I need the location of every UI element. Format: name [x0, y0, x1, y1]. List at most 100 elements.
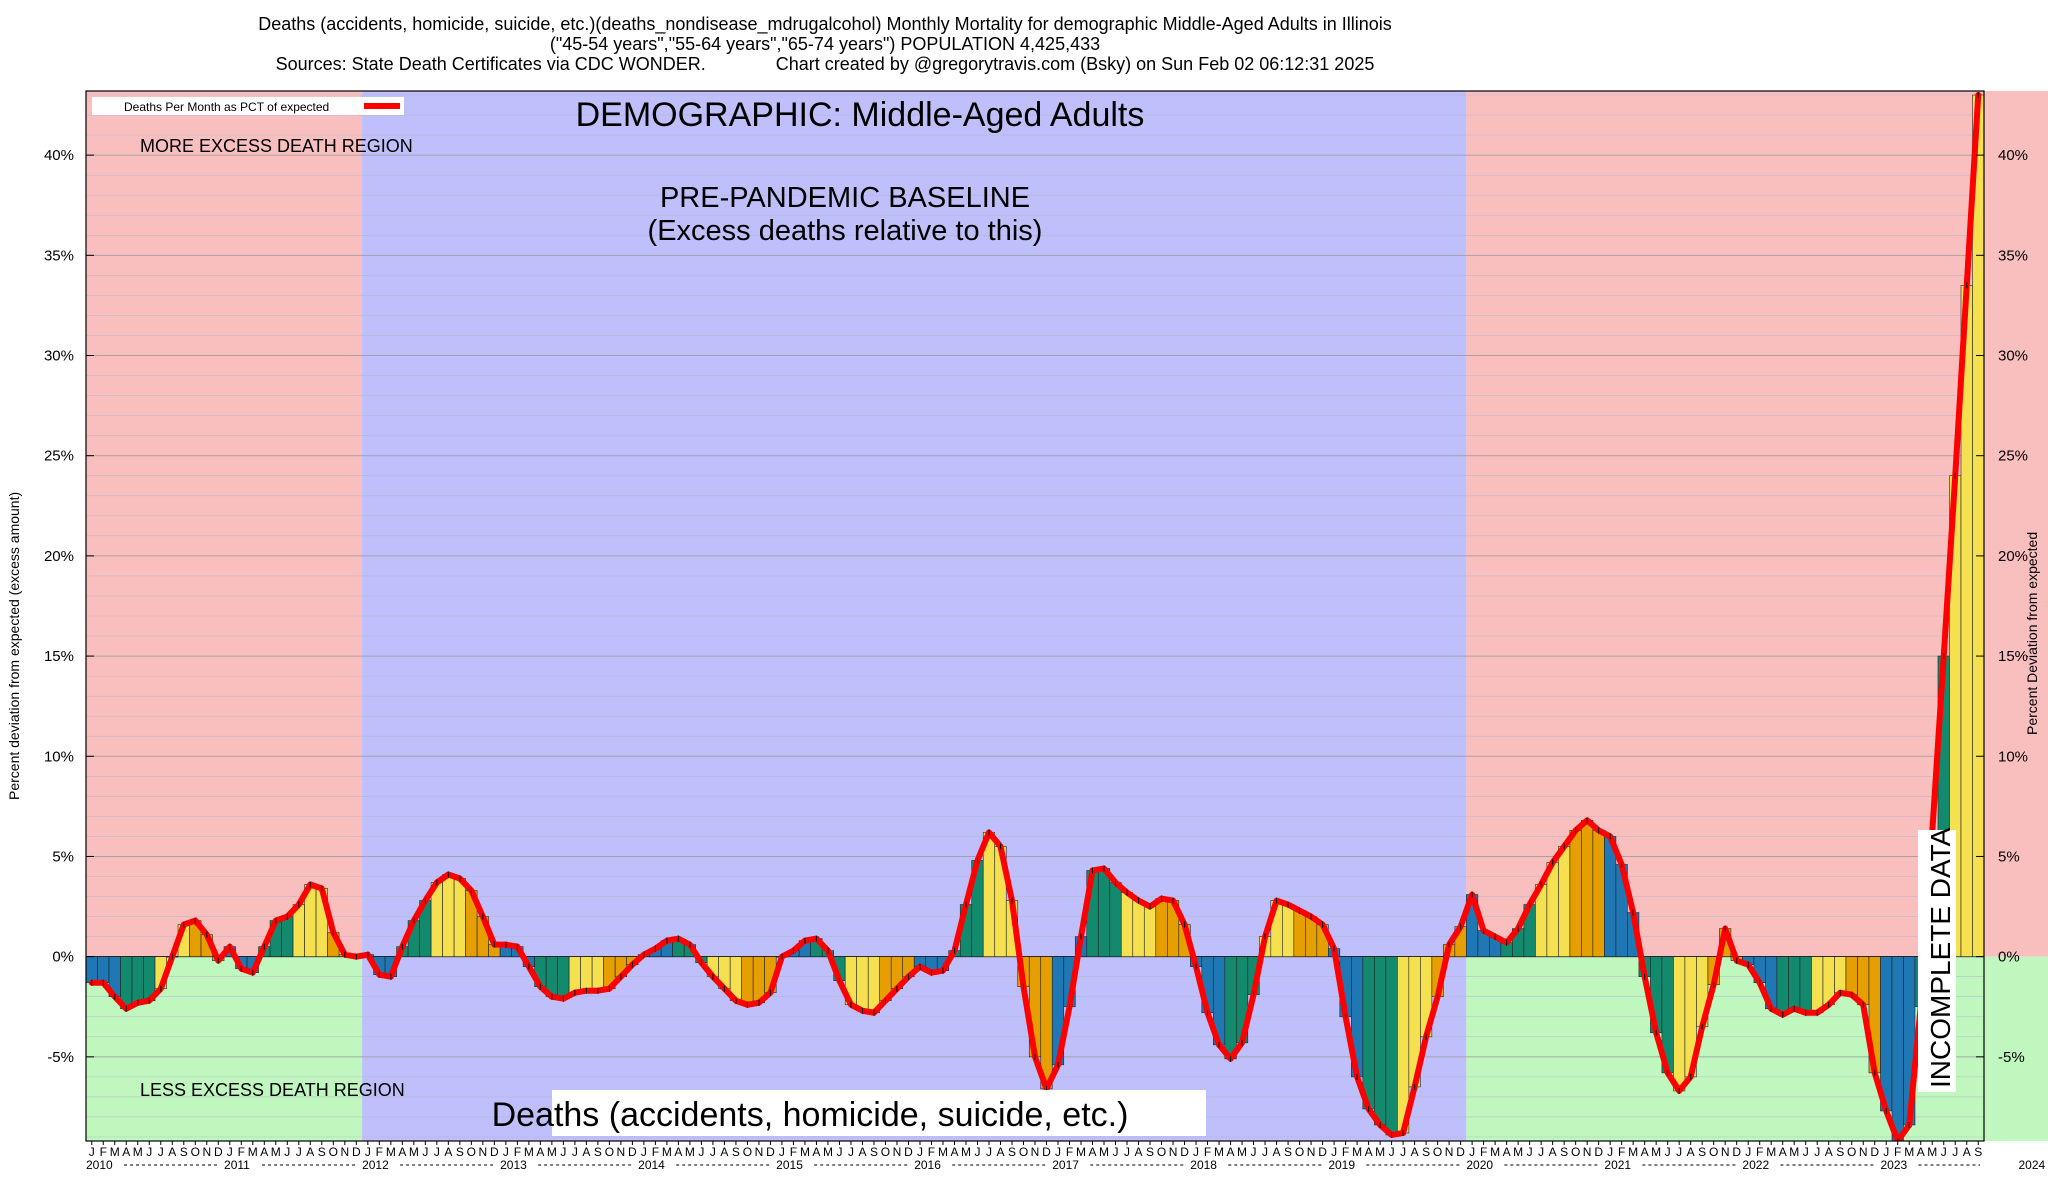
bar: [568, 956, 581, 994]
bar: [1155, 898, 1168, 957]
x-tick-label-month: A: [1917, 1145, 1925, 1159]
x-tick-label-year: 2021: [1604, 1158, 1631, 1172]
y-tick-label-right: 5%: [1998, 848, 2020, 865]
x-tick-label-month: O: [1295, 1145, 1304, 1159]
x-tick-label-year: 2014: [638, 1158, 665, 1172]
bar: [1811, 956, 1824, 1014]
y-tick-label-right: 10%: [1998, 748, 2028, 765]
x-tick-label-month: M: [800, 1145, 810, 1159]
x-tick-label-month: D: [214, 1145, 223, 1159]
x-tick-label-month: A: [950, 1145, 958, 1159]
x-tick-label-month: J: [1527, 1145, 1533, 1159]
y-tick-label-right: 20%: [1998, 548, 2028, 565]
x-tick-label-month: J: [848, 1145, 854, 1159]
x-tick-label-month: S: [180, 1145, 188, 1159]
y-tick-label-right: 30%: [1998, 348, 2028, 365]
x-tick-label-month: A: [168, 1145, 176, 1159]
y-tick-label-right: -5%: [1998, 1049, 2025, 1066]
bar: [281, 916, 294, 957]
x-tick-label-month: M: [110, 1145, 120, 1159]
x-tick-label-month: O: [1433, 1145, 1442, 1159]
bar: [1120, 892, 1134, 957]
x-tick-label-month: N: [1721, 1145, 1730, 1159]
bar: [1845, 956, 1858, 996]
x-tick-label-month: N: [202, 1145, 211, 1159]
x-tick-label-month: J: [1400, 1145, 1406, 1159]
x-tick-label-month: J: [1607, 1145, 1613, 1159]
y-axis-label-right: Percent Deviation from expected: [2024, 531, 2040, 735]
x-tick-label-month: M: [1904, 1145, 1914, 1159]
legend: Deaths Per Month as PCT of expected: [92, 97, 404, 115]
x-tick-label-month: A: [1779, 1145, 1787, 1159]
x-tick-label-month: M: [1490, 1145, 1500, 1159]
bar: [1558, 846, 1571, 957]
x-tick-label-month: J: [227, 1145, 233, 1159]
x-tick-label-month: M: [938, 1145, 948, 1159]
x-tick-label-month: A: [1273, 1145, 1281, 1159]
x-tick-label-month: J: [1665, 1145, 1671, 1159]
x-tick-label-month: D: [1042, 1145, 1051, 1159]
series-line-layer: [88, 92, 1982, 1141]
x-tick-label-month: A: [996, 1145, 1004, 1159]
legend-box: [92, 97, 404, 115]
x-tick-label-month: A: [1135, 1145, 1143, 1159]
x-tick-label-month: F: [376, 1145, 383, 1159]
x-tick-label-month: M: [1927, 1145, 1937, 1159]
x-tick-label-month: M: [386, 1145, 396, 1159]
incomplete-label-box: [1918, 830, 1956, 1092]
x-tick-label-month: D: [1180, 1145, 1189, 1159]
x-tick-label-month: S: [456, 1145, 464, 1159]
bar: [1569, 830, 1582, 957]
x-tick-label-month: F: [100, 1145, 107, 1159]
x-tick-label-month: J: [698, 1145, 704, 1159]
x-tick-label-month: M: [1214, 1145, 1224, 1159]
x-tick-label-month: S: [1698, 1145, 1706, 1159]
x-tick-label-month: M: [1099, 1145, 1109, 1159]
x-tick-label-month: J: [1055, 1145, 1061, 1159]
bar: [1143, 906, 1157, 957]
bar: [1097, 868, 1111, 957]
x-tick-label-month: D: [766, 1145, 775, 1159]
x-tick-label-year: 2012: [362, 1158, 389, 1172]
x-tick-label-month: J: [641, 1145, 647, 1159]
x-tick-label-month: F: [1204, 1145, 1211, 1159]
x-tick-label-month: A: [122, 1145, 130, 1159]
bar: [856, 956, 869, 1012]
x-tick-label-month: J: [434, 1145, 440, 1159]
bar: [1293, 910, 1306, 957]
x-tick-label-month: A: [720, 1145, 728, 1159]
x-tick-label-month: A: [260, 1145, 268, 1159]
x-tick-label-month: S: [1146, 1145, 1154, 1159]
x-tick-label-month: J: [836, 1145, 842, 1159]
x-tick-label-month: S: [1560, 1145, 1568, 1159]
bar: [1374, 956, 1387, 1126]
x-tick-label-month: N: [1859, 1145, 1868, 1159]
x-tick-label-month: F: [1894, 1145, 1901, 1159]
x-tick-label-month: M: [823, 1145, 833, 1159]
x-tick-label-month: J: [1469, 1145, 1475, 1159]
bar: [1834, 956, 1847, 994]
x-tick-label-month: J: [779, 1145, 785, 1159]
plot-frame: [85, 90, 1985, 1142]
x-tick-label-month: J: [1745, 1145, 1751, 1159]
x-tick-label-month: J: [1124, 1145, 1130, 1159]
x-tick-label-month: J: [1389, 1145, 1395, 1159]
x-tick-label-month: J: [1262, 1145, 1268, 1159]
y-tick-label-right: 15%: [1998, 648, 2028, 665]
y-tick-label-right: 0%: [1998, 949, 2020, 966]
x-tick-label-month: J: [1883, 1145, 1889, 1159]
x-tick-label-month: O: [881, 1145, 890, 1159]
x-tick-label-month: D: [490, 1145, 499, 1159]
bar: [1799, 956, 1812, 1014]
x-tick-label-month: J: [365, 1145, 371, 1159]
x-tick-label-month: J: [1251, 1145, 1257, 1159]
x-tick-label-year: 2015: [776, 1158, 803, 1172]
x-tick-label-month: A: [536, 1145, 544, 1159]
y-tick-label-left: 5%: [52, 848, 74, 865]
bar: [97, 956, 110, 983]
axes: -5% -5% 0% 0% 5% 5% 10% 10% 15% 15% 20% 20% 25% 25% 30…: [44, 147, 2046, 1172]
x-tick-label-month: J: [1193, 1145, 1199, 1159]
x-tick-label-month: M: [1237, 1145, 1247, 1159]
x-tick-label-month: A: [1365, 1145, 1373, 1159]
bar: [442, 874, 455, 957]
